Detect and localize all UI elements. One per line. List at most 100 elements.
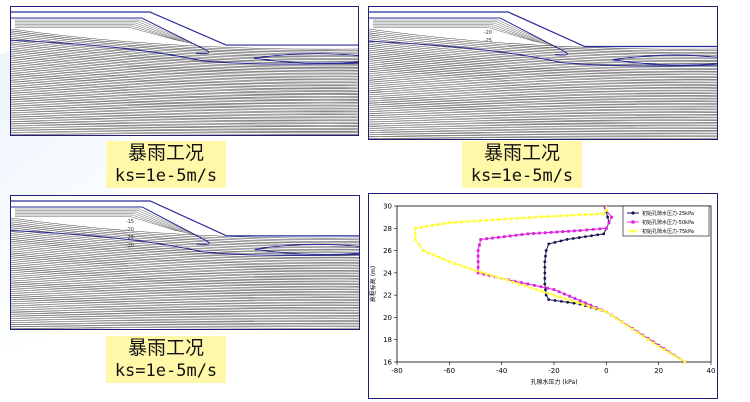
contour-line [369, 34, 717, 55]
contour-line [11, 119, 358, 125]
contour-line [11, 298, 359, 307]
series-point [667, 351, 671, 355]
sky-region [11, 196, 359, 236]
series-point [578, 299, 582, 303]
contour-line [11, 262, 359, 276]
contour-line [11, 297, 359, 305]
series-point [549, 230, 553, 234]
series-point [547, 298, 551, 301]
series-point [571, 237, 575, 240]
contour-line [369, 93, 717, 104]
contour-line [369, 44, 717, 63]
contour-line [11, 320, 359, 324]
near-crest-contour [15, 19, 197, 46]
series-point [540, 215, 544, 219]
sky-region [369, 7, 717, 47]
contour-line [11, 60, 358, 76]
contour-line [369, 76, 717, 90]
series-point [678, 357, 681, 361]
caption-2: 暴雨工况 ks=1e-5m/s [462, 141, 582, 188]
series-point [544, 254, 547, 258]
series-point [538, 231, 541, 235]
near-crest-contour [373, 27, 535, 42]
series-point [419, 225, 423, 229]
series-point [447, 221, 451, 225]
contour-line [369, 51, 717, 69]
contour-line [369, 128, 717, 133]
series-point [599, 308, 602, 312]
contour-line [11, 327, 135, 329]
series-point [495, 275, 498, 279]
seepage-contour-panel-3: -15 -20 -25 -30 [10, 195, 360, 330]
contour-line [11, 289, 359, 298]
series-point [646, 338, 650, 341]
series-point [413, 226, 417, 230]
series-point [472, 219, 476, 223]
series-point [458, 263, 462, 267]
contour-line [369, 59, 717, 75]
series-point [631, 327, 634, 331]
contour-line [369, 63, 717, 79]
contour-line [369, 114, 717, 122]
pore-pressure-chart: -80 -60 -40 -20 0 20 40 16 18 20 22 24 26 28 30 孔隙水压力 (… [368, 193, 718, 399]
contour-line [11, 30, 358, 51]
series-point [604, 226, 608, 230]
slope-boundary [11, 200, 359, 237]
contour-line [11, 78, 358, 91]
series-point [652, 341, 655, 345]
contour-line [11, 250, 359, 266]
contour-line [11, 240, 359, 258]
series-point [534, 215, 538, 219]
contour-line [369, 28, 717, 50]
series-point [485, 237, 489, 241]
series-point [523, 284, 527, 288]
contour-line [11, 312, 359, 318]
contour-line [11, 74, 358, 88]
contour-line [11, 266, 359, 279]
contour-line [369, 82, 717, 94]
contour-line [369, 40, 717, 60]
contour-line [11, 302, 359, 310]
y-tick-label: 18 [383, 336, 392, 344]
y-tick-label: 30 [383, 203, 392, 211]
series-point [442, 258, 446, 261]
seepage-contour-panel-1 [10, 6, 359, 136]
contour-line [11, 283, 359, 294]
series-point [602, 212, 606, 216]
contour-line [11, 242, 359, 260]
contour-line [369, 61, 717, 77]
series-point [552, 288, 556, 291]
series-point [535, 288, 538, 291]
series-point [460, 220, 464, 224]
contour-line [11, 229, 359, 249]
contour-line [11, 233, 359, 252]
series-point [572, 229, 576, 233]
series-point [543, 277, 547, 280]
contour-line [11, 52, 358, 70]
series-point [553, 299, 557, 302]
contour-line [11, 268, 359, 281]
series-point [636, 331, 640, 334]
contour-line [11, 324, 359, 327]
contour-line [11, 281, 359, 292]
series-point [552, 293, 556, 297]
contour-line [11, 132, 358, 135]
contour-line [11, 36, 358, 56]
x-axis-label: 孔隙水压力 (kPa) [530, 378, 577, 386]
slope-boundary [11, 11, 358, 46]
series-point [544, 249, 548, 252]
near-crest-contour [15, 208, 197, 237]
contour-line [369, 132, 717, 136]
series-point [529, 286, 533, 290]
caption-title-1: 暴雨工况 [127, 142, 204, 164]
contour-line [11, 73, 358, 86]
contour-line [11, 316, 359, 321]
series-point [468, 267, 472, 271]
contour-line [369, 65, 717, 80]
contour-line [11, 98, 358, 108]
near-crest-contour [15, 22, 189, 44]
y-tick-label: 26 [383, 247, 392, 255]
series-point [479, 270, 483, 274]
contour-line [11, 111, 358, 118]
contour-line [369, 116, 717, 123]
